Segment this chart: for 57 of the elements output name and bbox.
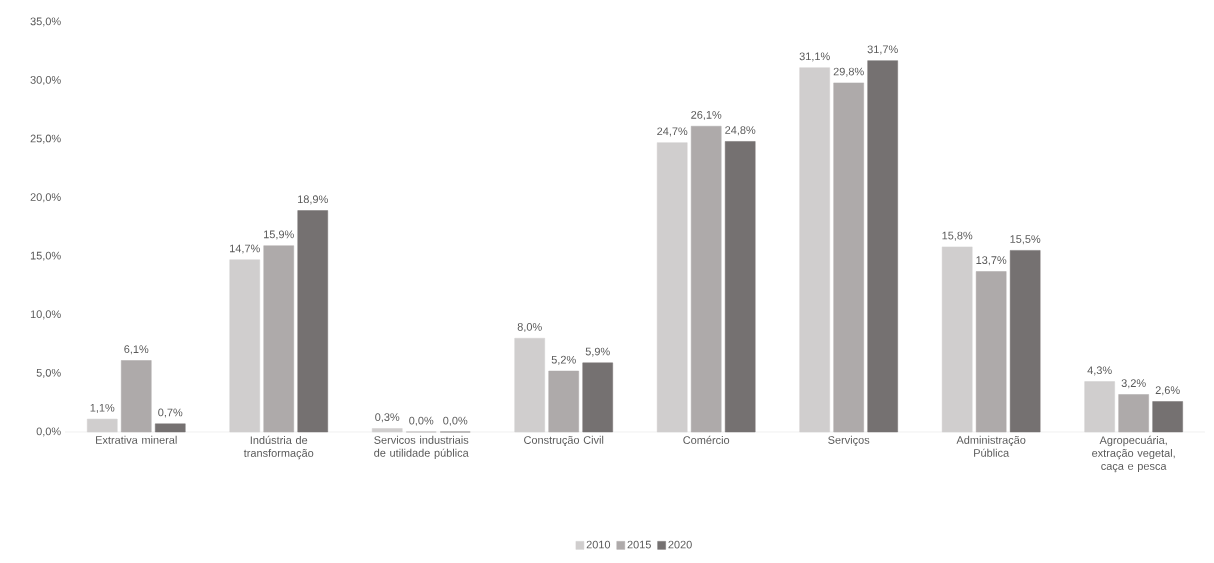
- data-label: 4,3%: [1087, 366, 1112, 376]
- bar: [297, 210, 328, 433]
- y-tick-label: 10,0%: [30, 310, 61, 320]
- x-tick-label: Serviços: [828, 435, 870, 447]
- data-label: 15,5%: [1010, 235, 1041, 245]
- y-tick-label: 0,0%: [36, 427, 61, 437]
- data-label: 13,7%: [976, 256, 1007, 266]
- y-tick-label: 35,0%: [30, 17, 61, 27]
- data-label: 14,7%: [230, 244, 260, 254]
- data-label: 8,0%: [517, 323, 542, 333]
- bar: [121, 360, 152, 433]
- bar: [833, 82, 864, 433]
- data-label: 0,0%: [443, 416, 468, 426]
- legend-label: 2015: [627, 540, 651, 549]
- data-label: 24,7%: [657, 127, 688, 137]
- data-label: 29,8%: [833, 67, 864, 77]
- data-label: 6,1%: [124, 345, 149, 355]
- y-tick-label: 5,0%: [36, 368, 61, 378]
- data-label: 0,0%: [409, 416, 434, 426]
- bar: [724, 141, 756, 433]
- data-label: 15,9%: [264, 230, 294, 240]
- data-label: 5,2%: [551, 355, 576, 365]
- x-tick-label: Servicos industriais de utilidade pública: [374, 435, 469, 459]
- bar: [1118, 394, 1149, 433]
- bar: [263, 245, 294, 433]
- data-label: 31,1%: [799, 52, 830, 62]
- bar: [867, 60, 898, 433]
- data-label: 3,2%: [1121, 379, 1146, 389]
- x-tick-label: Agropecuária, extração vegetal, caça e pesca: [1092, 435, 1175, 473]
- legend-label: 2010: [586, 540, 611, 549]
- x-tick-label: Extrativa mineral: [96, 435, 177, 444]
- data-label: 2,6%: [1155, 386, 1180, 396]
- x-tick-label: Administração Pública: [956, 435, 1026, 457]
- bar: [690, 125, 722, 433]
- data-label: 24,8%: [725, 126, 756, 136]
- bar: [975, 271, 1007, 433]
- data-label: 5,9%: [585, 347, 610, 357]
- y-tick-label: 15,0%: [30, 251, 61, 261]
- x-tick-label: Comércio: [683, 435, 730, 445]
- bar: [155, 423, 186, 433]
- bar: [582, 362, 613, 433]
- bar: [548, 370, 579, 433]
- data-label: 26,1%: [691, 111, 722, 121]
- y-tick-label: 20,0%: [30, 193, 61, 203]
- data-label: 15,8%: [942, 231, 973, 241]
- y-tick-label: 25,0%: [30, 134, 61, 144]
- data-label: 1,1%: [90, 403, 115, 413]
- bar: [1009, 250, 1041, 433]
- data-label: 0,7%: [158, 408, 183, 418]
- data-label: 31,7%: [867, 45, 898, 55]
- y-tick-label: 30,0%: [30, 76, 61, 86]
- x-tick-label: Construção Civil: [524, 435, 604, 447]
- x-tick-label: Indústria de transformação: [243, 435, 314, 460]
- legend-label: 2020: [668, 540, 692, 549]
- bar: [1152, 401, 1183, 433]
- data-label: 18,9%: [298, 195, 328, 205]
- data-label: 0,3%: [375, 413, 400, 423]
